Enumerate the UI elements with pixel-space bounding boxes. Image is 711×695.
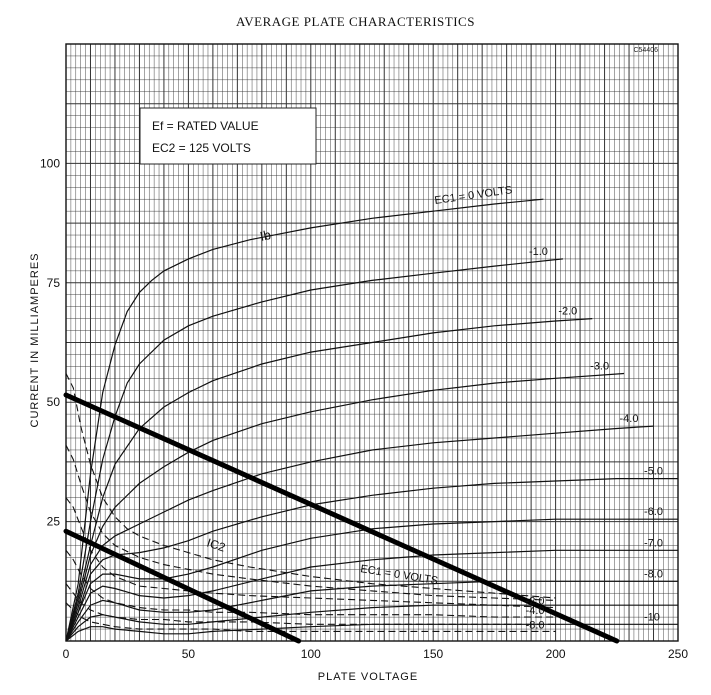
x-tick-label: 50 [182, 647, 196, 661]
y-tick-label: 75 [47, 276, 61, 290]
note-line-1: Ef = RATED VALUE [152, 119, 259, 133]
x-tick-label: 250 [668, 647, 688, 661]
x-tick-label: 0 [63, 647, 70, 661]
plate-curve-label: -10 [644, 611, 660, 623]
plate-curve-label: -4.0 [620, 413, 639, 425]
screen-curve-label: -8.0 [526, 619, 545, 631]
plate-current-curve [65, 318, 593, 642]
y-tick-label: 25 [47, 515, 61, 529]
load-line [63, 528, 302, 644]
note-box: Ef = RATED VALUE EC2 = 125 VOLTS [139, 107, 317, 165]
screen-current-curve [65, 583, 556, 625]
note-line-2: EC2 = 125 VOLTS [152, 141, 251, 155]
x-tick-label: 100 [301, 647, 321, 661]
plate-current-curve [65, 518, 678, 642]
plate-curve-label: -2.0 [558, 306, 577, 318]
screen-curve-label: -2.0 [526, 596, 545, 608]
plate-current-curve [65, 258, 563, 642]
plate-current-curve [65, 478, 678, 642]
plate-curve-label: -5.0 [644, 466, 663, 478]
plate-curve-label: -6.0 [644, 506, 663, 518]
screen-current-curve [65, 549, 556, 618]
curve-layer [63, 198, 678, 644]
plate-current-curve [65, 425, 654, 642]
plate-curve-label: -7.0 [644, 537, 663, 549]
plate-curve-label: -3.0 [590, 361, 609, 373]
plate-current-curve [65, 623, 678, 642]
plate-current-curve [65, 549, 678, 642]
screen-current-curve [65, 444, 556, 601]
plate-current-curve [65, 580, 678, 642]
y-axis-label: CURRENT IN MILLIAMPERES [29, 253, 41, 428]
plate-current-curve [65, 604, 678, 642]
x-tick-label: 200 [546, 647, 566, 661]
x-tick-label: 150 [423, 647, 443, 661]
plate-curve-label: -1.0 [529, 246, 548, 258]
screen-curve-label: -4.0 [526, 605, 545, 617]
ib-label: Ib [259, 227, 273, 244]
label-layer: 0 50 100 150 200 250 25 50 75 100 -1.0 -2.0 -3.0 -4.0… [40, 156, 688, 661]
chart-title: AVERAGE PLATE CHARACTERISTICS [236, 14, 475, 29]
plate-current-curve [65, 198, 544, 642]
y-tick-label: 100 [40, 156, 60, 170]
screen-current-curve [65, 602, 556, 632]
screen-current-curve [65, 373, 556, 599]
y-tick-label: 50 [47, 395, 61, 409]
load-line [63, 392, 620, 644]
plot-frame [65, 43, 679, 642]
plate-curve-label: -8.0 [644, 568, 663, 580]
plate-current-curve [65, 372, 625, 642]
drawing-code: C54406 [633, 47, 658, 54]
ic2-label: IC2 [205, 536, 227, 555]
x-axis-label: PLATE VOLTAGE [318, 671, 418, 683]
